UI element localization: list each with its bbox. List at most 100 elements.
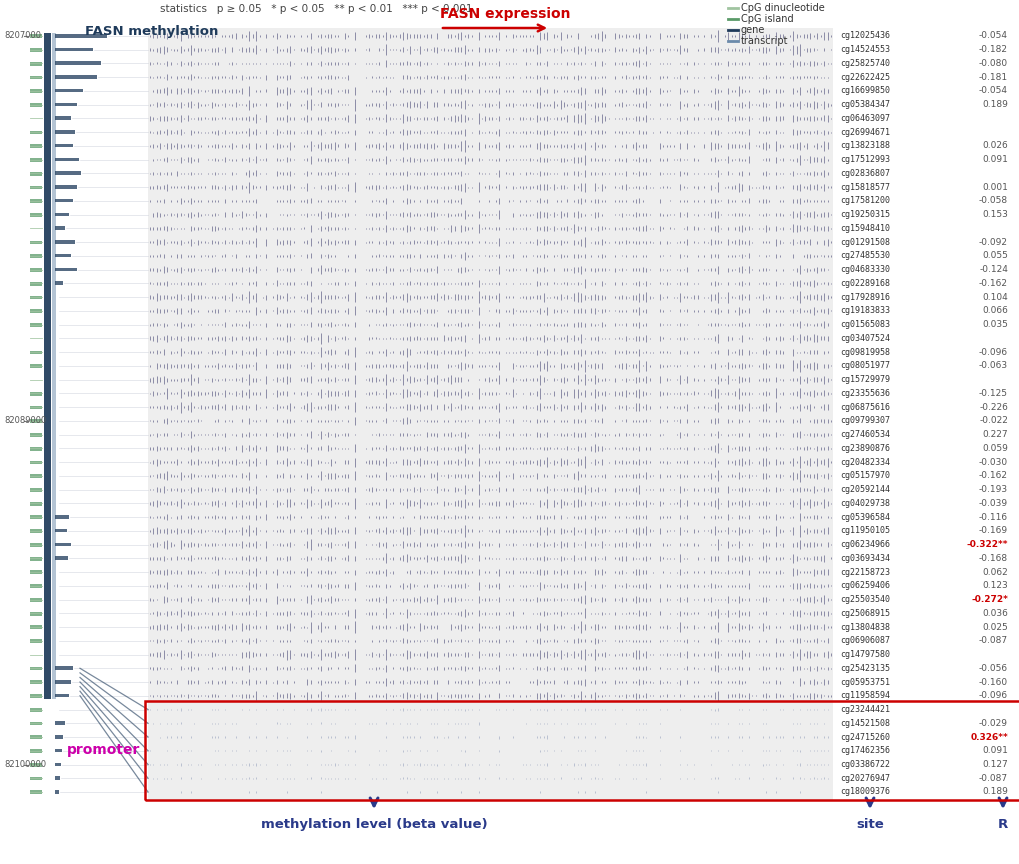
Bar: [30, 556, 42, 561]
Text: -0.226: -0.226: [978, 403, 1007, 411]
Text: 0.035: 0.035: [981, 321, 1007, 329]
Bar: [30, 763, 42, 766]
Text: cg02836807: cg02836807: [840, 169, 890, 178]
Text: cg19250315: cg19250315: [840, 210, 890, 219]
Bar: [148, 28, 833, 800]
Text: cg05384347: cg05384347: [840, 100, 890, 109]
Text: cg14521508: cg14521508: [840, 719, 890, 727]
Text: 0.025: 0.025: [981, 623, 1007, 632]
Text: cg25825740: cg25825740: [840, 59, 890, 68]
Bar: [55, 103, 76, 106]
Bar: [55, 749, 62, 753]
Text: cg06875616: cg06875616: [840, 403, 890, 411]
Bar: [55, 666, 73, 670]
Text: 8207000: 8207000: [4, 31, 41, 41]
Bar: [30, 639, 42, 643]
Bar: [30, 777, 42, 780]
Bar: [30, 474, 42, 478]
Bar: [30, 570, 42, 575]
Bar: [30, 694, 42, 698]
Text: 0.326**: 0.326**: [969, 733, 1007, 741]
Bar: [55, 680, 71, 683]
Bar: [55, 226, 65, 230]
Text: 0.123: 0.123: [981, 581, 1007, 590]
Bar: [30, 447, 42, 450]
Text: cg09819958: cg09819958: [840, 347, 890, 357]
Text: -0.054: -0.054: [978, 31, 1007, 41]
Text: cg17928916: cg17928916: [840, 293, 890, 302]
Text: cg23355636: cg23355636: [840, 389, 890, 398]
Text: -0.092: -0.092: [978, 238, 1007, 247]
Text: cg06259406: cg06259406: [840, 581, 890, 590]
Text: gene: gene: [740, 25, 764, 35]
Text: CpG dinucleotide: CpG dinucleotide: [740, 3, 824, 13]
Bar: [30, 708, 42, 712]
Text: cg08051977: cg08051977: [840, 361, 890, 371]
Text: -0.162: -0.162: [978, 472, 1007, 480]
Text: -0.181: -0.181: [978, 73, 1007, 82]
Text: 0.001: 0.001: [981, 182, 1007, 192]
Text: cg17581200: cg17581200: [840, 196, 890, 206]
Bar: [30, 461, 42, 464]
Text: 0.189: 0.189: [981, 787, 1007, 797]
Bar: [55, 543, 71, 546]
Text: 0.091: 0.091: [981, 156, 1007, 164]
Text: 0.091: 0.091: [981, 746, 1007, 755]
Bar: [55, 34, 107, 37]
Text: -0.096: -0.096: [978, 691, 1007, 701]
Bar: [55, 158, 78, 162]
Bar: [55, 240, 75, 244]
Text: CpG island: CpG island: [740, 14, 793, 24]
Text: cg04029738: cg04029738: [840, 499, 890, 508]
Text: -0.054: -0.054: [978, 86, 1007, 96]
Bar: [30, 144, 42, 148]
Text: -0.039: -0.039: [978, 499, 1007, 508]
Text: cg27485530: cg27485530: [840, 251, 890, 260]
Text: cg25423135: cg25423135: [840, 664, 890, 673]
Text: cg19183833: cg19183833: [840, 307, 890, 315]
Text: 0.227: 0.227: [981, 430, 1007, 439]
Text: cg13823188: cg13823188: [840, 142, 890, 150]
Bar: [30, 351, 42, 354]
Bar: [55, 61, 101, 65]
Text: -0.322**: -0.322**: [966, 540, 1007, 550]
Text: cg24715260: cg24715260: [840, 733, 890, 741]
Text: cg03386722: cg03386722: [840, 760, 890, 769]
Bar: [30, 543, 42, 547]
Text: cg05396584: cg05396584: [840, 512, 890, 522]
Text: transcript: transcript: [740, 36, 788, 46]
Text: -0.168: -0.168: [978, 554, 1007, 562]
Text: cg09799307: cg09799307: [840, 416, 890, 425]
Bar: [55, 185, 76, 188]
Bar: [55, 130, 75, 134]
Bar: [30, 103, 42, 107]
Text: cg23890876: cg23890876: [840, 444, 890, 453]
Text: -0.169: -0.169: [978, 526, 1007, 536]
Text: -0.162: -0.162: [978, 279, 1007, 288]
Text: cg06234966: cg06234966: [840, 540, 890, 550]
Text: cg01565083: cg01565083: [840, 321, 890, 329]
Bar: [30, 295, 42, 299]
Bar: [30, 598, 42, 601]
Text: -0.182: -0.182: [978, 45, 1007, 54]
Text: 82089000: 82089000: [4, 416, 46, 425]
Bar: [55, 144, 73, 148]
Bar: [30, 735, 42, 740]
Text: -0.087: -0.087: [978, 774, 1007, 783]
Bar: [55, 694, 69, 697]
Text: cg20276947: cg20276947: [840, 774, 890, 783]
Text: -0.125: -0.125: [978, 389, 1007, 398]
Bar: [52, 33, 56, 699]
Text: cg11958594: cg11958594: [840, 691, 890, 701]
Text: -0.116: -0.116: [978, 512, 1007, 522]
Bar: [30, 667, 42, 670]
Text: cg15948410: cg15948410: [840, 224, 890, 233]
Text: -0.022: -0.022: [978, 416, 1007, 425]
Bar: [30, 172, 42, 175]
Text: -0.087: -0.087: [978, 636, 1007, 645]
Bar: [30, 502, 42, 505]
Text: -0.193: -0.193: [978, 485, 1007, 494]
Bar: [30, 612, 42, 615]
Text: cg05157970: cg05157970: [840, 472, 890, 480]
Text: -0.160: -0.160: [978, 677, 1007, 687]
